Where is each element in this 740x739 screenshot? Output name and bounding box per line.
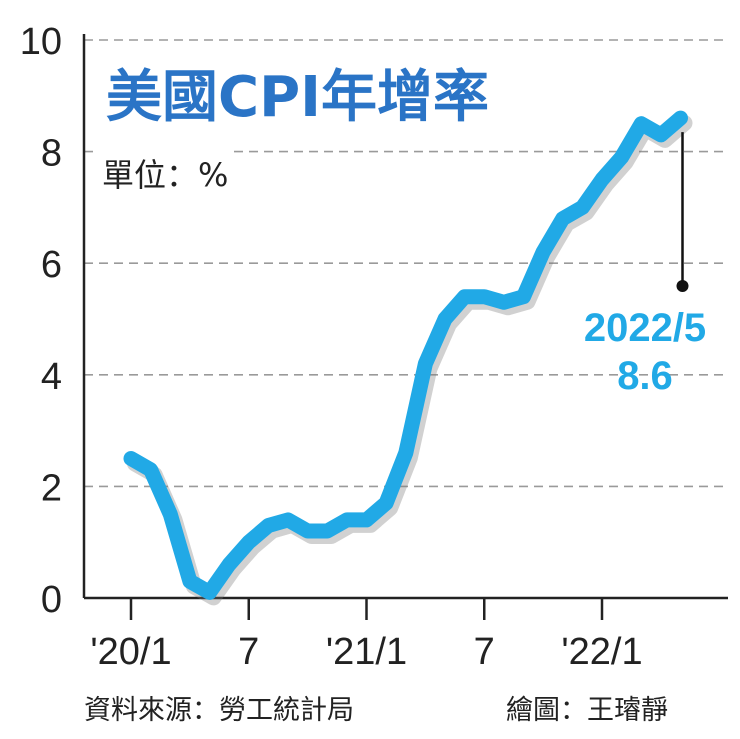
x-tick-label-3: 7 [474,631,495,673]
y-tick-label-0: 0 [41,579,62,621]
y-tick-label-2: 2 [41,467,62,509]
x-tick-label-0: '20/1 [90,631,171,673]
series-line [123,110,688,600]
x-tick-label-2: '21/1 [326,631,407,673]
latest-value-callout: 2022/5 8.6 [560,304,730,400]
credit-note: 繪圖：王璿靜 [506,695,668,726]
y-tick-label-6: 6 [41,244,62,286]
unit-label: 單位：% [98,150,233,196]
callout-dot [676,280,689,292]
x-tick-label-1: 7 [238,631,259,673]
callout-value: 8.6 [617,354,673,398]
chart-title: 美國CPI年增率 [100,52,495,133]
x-tick-label-4: '22/1 [561,631,642,673]
y-tick-label-10: 10 [20,21,62,63]
y-tick-label-8: 8 [41,133,62,175]
y-tick-label-4: 4 [41,356,62,398]
footer: 資料來源：勞工統計局 繪圖：王璿靜 [0,682,740,732]
source-note: 資料來源：勞工統計局 [84,695,354,726]
callout-date: 2022/5 [583,306,707,350]
